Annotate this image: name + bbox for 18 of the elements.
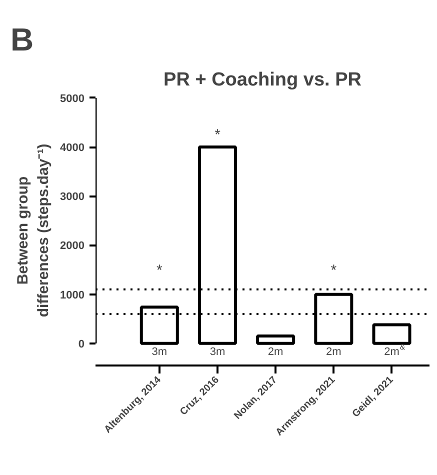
annotation: * bbox=[330, 262, 337, 279]
text: 2m bbox=[326, 346, 342, 358]
chart-title: PR + Coaching vs. PR bbox=[164, 70, 362, 90]
y-tick-label: 1000 bbox=[60, 289, 85, 302]
y-tick-label: 4000 bbox=[60, 142, 85, 154]
bar bbox=[256, 334, 296, 345]
text: B bbox=[10, 22, 34, 58]
y-axis-title: Between group differences (steps.day⁻¹) bbox=[14, 144, 52, 318]
bar bbox=[372, 323, 412, 345]
y-tick-label: 2000 bbox=[60, 240, 85, 252]
y-tick-label: 0 bbox=[78, 338, 85, 350]
y-tick-label: 5000 bbox=[60, 92, 85, 105]
text: 3m bbox=[210, 346, 226, 358]
annotation: * bbox=[214, 126, 221, 144]
text: 2m bbox=[268, 346, 284, 358]
annotation: * bbox=[156, 262, 162, 279]
text: 3m bbox=[152, 346, 168, 358]
y-tick-label: 3000 bbox=[60, 191, 85, 204]
